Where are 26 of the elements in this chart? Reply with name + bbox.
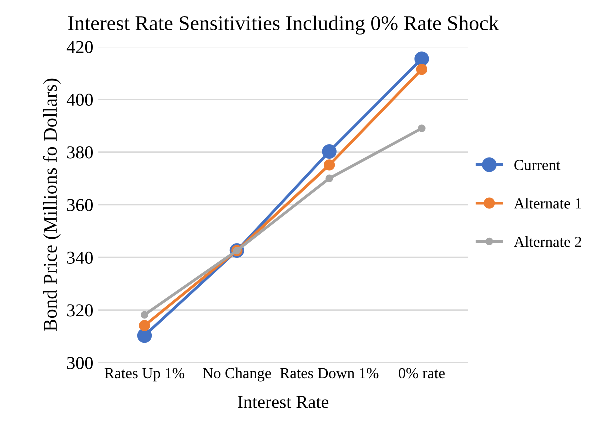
point <box>416 64 428 76</box>
y-tick-label: 380 <box>67 146 94 159</box>
legend-label: Current <box>514 160 561 170</box>
x-tick-label: Rates Down 1% <box>280 368 379 379</box>
point <box>324 160 336 171</box>
y-tick-label: 340 <box>67 252 94 264</box>
x-tick-label: 0% rate <box>399 368 445 379</box>
y-tick-label: 300 <box>67 357 94 370</box>
y-tick-label: 320 <box>67 304 94 317</box>
point <box>326 174 334 182</box>
legend-label: Alternate 2 <box>514 236 582 248</box>
y-tick-label: 400 <box>66 94 94 106</box>
x-tick-label: No Change <box>203 368 272 382</box>
x-tick-label: Rates Up 1% <box>104 368 185 382</box>
point <box>322 144 337 160</box>
y-tick-label: 360 <box>67 199 94 212</box>
point <box>414 52 430 66</box>
y-axis-title: Bond Price (Millions fo Dollars) <box>43 78 62 332</box>
point <box>418 124 426 132</box>
x-axis-title: Interest Rate <box>238 396 329 408</box>
point <box>137 328 152 344</box>
legend-label: Alternate 1 <box>514 198 582 209</box>
chart-title: Interest Rate Sensitivities Including 0% Rate Shock <box>68 16 500 35</box>
y-tick-label: 420 <box>66 41 94 54</box>
point <box>139 320 150 332</box>
point <box>140 311 149 319</box>
